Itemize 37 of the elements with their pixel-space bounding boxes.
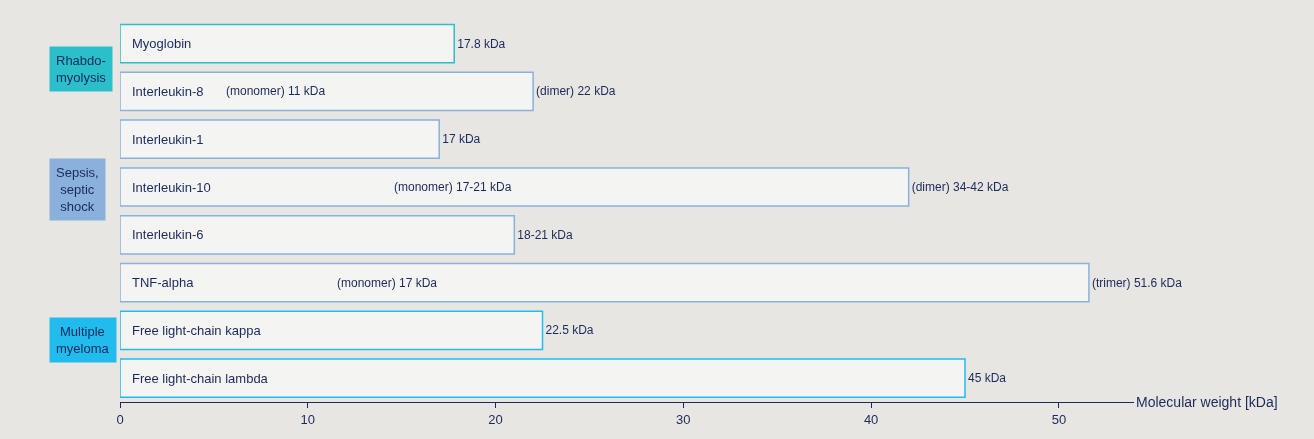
bar [120, 71, 534, 112]
bar [120, 214, 516, 255]
data-label: 18-21 kDa [517, 227, 574, 242]
data-label: 17.8 kDa [457, 36, 506, 51]
y-tick-label: Free light-chain kappa [132, 323, 262, 338]
bar [120, 310, 544, 351]
text: Sepsis, septic shock [56, 165, 99, 214]
bar [120, 358, 966, 398]
annotation: (monomer) 11 kDa [226, 84, 326, 98]
data-label: 22.5 kDa [545, 323, 594, 338]
text: Rhabdo-myolysis [56, 53, 107, 85]
annotation: (monomer) 17-21 kDa [394, 180, 512, 194]
data-label: 45 kDa [968, 371, 1007, 386]
text: Multiple myeloma [56, 324, 110, 356]
y-tick-label: TNF-alpha [132, 275, 195, 290]
y-tick-label: Interleukin-10 [132, 180, 211, 195]
bar [120, 119, 440, 160]
y-tick-label: Free light-chain lambda [132, 371, 269, 386]
x-tick-label: 40 [863, 411, 879, 427]
bar [120, 23, 455, 64]
y-tick-label: Interleukin-8 [132, 84, 204, 99]
data-label: 17 kDa [442, 132, 481, 147]
x-tick-label: 10 [300, 411, 316, 427]
y-tick-label: Interleukin-6 [132, 227, 204, 242]
x-axis-title: Molecular weight [kDa] [1136, 394, 1278, 410]
bar [120, 167, 910, 207]
y-tick-label: Myoglobin [132, 36, 192, 51]
x-tick-label: 30 [676, 411, 691, 427]
x-tick-label: 20 [488, 411, 503, 427]
annotation: (monomer) 17 kDa [337, 276, 438, 290]
x-tick-label: 50 [1051, 411, 1067, 427]
x-tick-label: 0 [116, 411, 124, 427]
bar [120, 262, 1090, 303]
data-label: (trimer) 51.6 kDa [1091, 275, 1183, 290]
data-label: (dimer) 34-42 kDa [911, 180, 1009, 194]
y-tick-label: Interleukin-1 [132, 132, 204, 147]
data-label: (dimer) 22 kDa [536, 84, 616, 99]
